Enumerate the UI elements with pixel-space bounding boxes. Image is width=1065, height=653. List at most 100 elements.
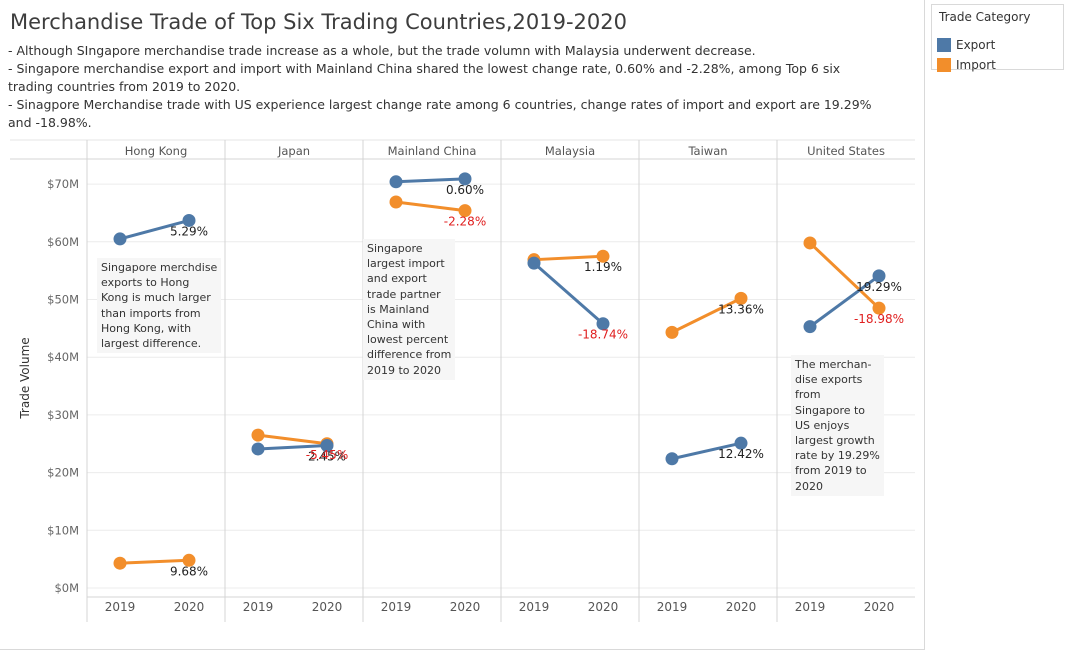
y-tick-label: $20M xyxy=(47,466,79,480)
panel-header-taiwan: Taiwan xyxy=(687,144,727,158)
y-tick-label: $10M xyxy=(47,523,79,537)
x-tick-label: 2020 xyxy=(588,600,619,614)
export-point xyxy=(113,232,127,246)
export-line xyxy=(119,219,190,241)
subtitle-line: - Sinagpore Merchandise trade with US ex… xyxy=(8,97,872,130)
export-change-label: 0.60% xyxy=(446,183,484,197)
import-line xyxy=(808,241,881,310)
annotation-line: largest difference. xyxy=(101,337,202,351)
export-change-label: 5.29% xyxy=(170,224,208,238)
annotation-box: Singapore largest import and export trade p… xyxy=(363,239,456,380)
x-tick-label: 2019 xyxy=(381,600,412,614)
import-line xyxy=(671,297,742,334)
export-point xyxy=(665,452,679,466)
import-change-label: 13.36% xyxy=(718,302,764,316)
annotation-line: than imports from xyxy=(101,306,201,320)
y-tick-label: $50M xyxy=(47,293,79,307)
import-point xyxy=(113,556,127,570)
panel-header-united-states: United States xyxy=(807,144,885,158)
x-tick-label: 2020 xyxy=(726,600,757,614)
import-point xyxy=(872,301,886,315)
export-point xyxy=(320,438,334,452)
panel-header-malaysia: Malaysia xyxy=(545,144,595,158)
page-title: Merchandise Trade of Top Six Trading Cou… xyxy=(10,10,627,34)
annotation-line: 2020 xyxy=(795,479,823,493)
x-tick-label: 2020 xyxy=(174,600,205,614)
panel-header-mainland-china: Mainland China xyxy=(388,144,477,158)
subtitle-line: - Although SIngapore merchandise trade i… xyxy=(8,43,756,58)
annotation-line: from 2019 to xyxy=(795,464,867,478)
annotation-line: China with xyxy=(367,318,426,332)
annotation-line: largest growth xyxy=(795,434,875,448)
annotation-line: Hong Kong, with xyxy=(101,321,192,335)
x-tick-label: 2020 xyxy=(312,600,343,614)
export-line xyxy=(257,443,328,451)
legend-item-export[interactable]: Export xyxy=(937,37,1062,54)
annotation-line: largest import xyxy=(367,257,445,271)
x-tick-label: 2019 xyxy=(795,600,826,614)
annotation-line: US enjoys xyxy=(795,418,850,432)
annotation-line: exports to Hong xyxy=(101,276,190,290)
y-tick-label: $70M xyxy=(47,177,79,191)
legend-label-import: Import xyxy=(956,58,996,72)
annotation-line: rate by 19.29% xyxy=(795,449,880,463)
export-change-label: 2.45% xyxy=(308,449,346,463)
x-tick-label: 2019 xyxy=(519,600,550,614)
x-tick-label: 2019 xyxy=(243,600,274,614)
import-change-label: -2.28% xyxy=(444,215,486,229)
legend-item-import[interactable]: Import xyxy=(937,57,1062,74)
export-point xyxy=(389,175,403,189)
y-tick-label: $60M xyxy=(47,235,79,249)
annotation-line: dise exports xyxy=(795,373,863,387)
import-line xyxy=(257,433,328,446)
annotation-line: difference from xyxy=(367,348,452,362)
export-point xyxy=(596,317,610,331)
import-point xyxy=(182,553,196,567)
annotation-box: Singapore merchdise exports to Hong Kong i… xyxy=(97,258,222,354)
y-tick-label: $40M xyxy=(47,350,79,364)
legend-title: Trade Category xyxy=(939,10,1031,24)
annotation-line: from xyxy=(795,388,821,402)
legend-label-export: Export xyxy=(956,38,996,52)
export-point xyxy=(803,320,817,334)
annotation-line: Singapore merchdise xyxy=(101,261,218,274)
annotation-line: Singapore xyxy=(367,242,423,255)
import-point xyxy=(734,291,748,305)
import-point xyxy=(389,195,403,209)
x-tick-label: 2020 xyxy=(450,600,481,614)
import-point xyxy=(251,428,265,442)
annotation-box: The merchan-dise exports from Singapore to… xyxy=(791,355,884,496)
import-change-label: 9.68% xyxy=(170,564,208,578)
export-point xyxy=(872,269,886,283)
export-point xyxy=(182,213,196,227)
import-change-label: -5.45% xyxy=(306,448,348,462)
y-axis-label: Trade Volume xyxy=(18,337,32,419)
annotation-line: and export xyxy=(367,272,427,286)
annotation-line: Kong is much larger xyxy=(101,291,211,305)
annotation-line: lowest percent xyxy=(367,333,449,347)
legend[interactable]: Trade Category Export Import xyxy=(931,4,1064,72)
export-point xyxy=(251,442,265,456)
subtitle-line: - Singapore merchandise export and impor… xyxy=(8,61,841,94)
import-line xyxy=(533,254,604,262)
import-point xyxy=(803,236,817,250)
export-line xyxy=(395,177,466,184)
export-point xyxy=(527,256,541,270)
y-tick-label: $0M xyxy=(54,581,79,595)
x-tick-label: 2020 xyxy=(864,600,895,614)
export-line xyxy=(671,441,742,461)
annotation-line: trade partner xyxy=(367,287,441,301)
annotation-line: The merchan- xyxy=(795,358,872,371)
import-point xyxy=(665,325,679,339)
trade-chart: $0M $10M $20M $30M $40M $50M $60M $70M Trade Vol… xyxy=(10,139,915,622)
dashboard: Merchandise Trade of Top Six Trading Cou… xyxy=(0,0,925,650)
x-tick-label: 2019 xyxy=(105,600,136,614)
export-change-label: 19.29% xyxy=(856,280,902,294)
import-change-label: -18.98% xyxy=(854,312,904,326)
export-swatch xyxy=(937,38,951,52)
export-change-label: -18.74% xyxy=(578,328,628,342)
export-point xyxy=(458,172,472,186)
panel-header-hong-kong: Hong Kong xyxy=(125,144,188,158)
export-point xyxy=(734,436,748,450)
panel-header-japan: Japan xyxy=(277,144,310,158)
